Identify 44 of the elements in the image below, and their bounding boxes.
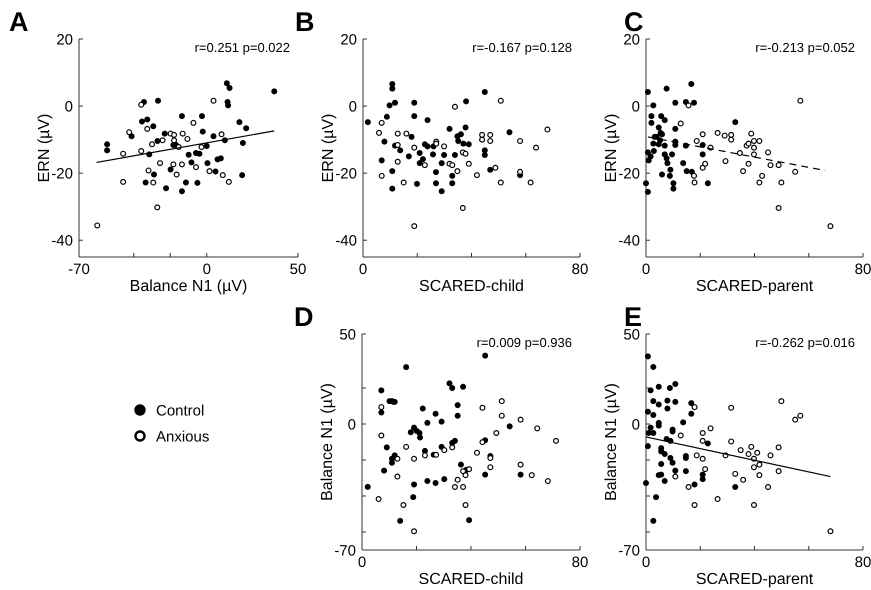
chart-title: D [294, 302, 314, 332]
annotation: r=-0.167 p=0.128 [472, 40, 572, 55]
y-tick-label: -70 [334, 542, 356, 560]
annotation: r=-0.213 p=0.052 [755, 40, 855, 55]
x-axis-title: Balance N1 (µV) [130, 278, 248, 295]
y-tick-label: 0 [632, 416, 640, 434]
x-tick-label: 0 [358, 261, 368, 278]
y-tick-label: -20 [335, 165, 357, 182]
y-axis-title: Balance N1 (µV) [319, 383, 336, 501]
x-axis-title: SCARED-parent [696, 278, 814, 295]
x-axis-title: SCARED-child [418, 571, 524, 588]
x-tick-label: 80 [854, 554, 871, 571]
annotation: r=0.251 p=0.022 [194, 40, 290, 55]
y-axis-title: ERN (µV) [36, 114, 53, 182]
x-axis-title: SCARED-parent [696, 571, 814, 588]
y-axis-title: ERN (µV) [603, 114, 620, 182]
y-axis-title: Balance N1 (µV) [603, 383, 620, 501]
x-tick-label: 80 [572, 554, 588, 571]
x-tick-label: 50 [290, 261, 306, 278]
legend-label: Anxious [156, 428, 210, 446]
y-tick-label: 0 [348, 98, 357, 116]
y-tick-label: -40 [335, 232, 357, 250]
x-tick-label: -70 [68, 261, 90, 278]
y-tick-label: 20 [340, 31, 357, 48]
y-tick-label: -70 [618, 542, 640, 560]
y-tick-label: 50 [339, 326, 356, 344]
annotation: r=0.009 p=0.936 [476, 335, 572, 350]
legend-label: Control [156, 402, 204, 420]
y-axis-title: ERN (µV) [320, 114, 337, 182]
y-tick-label: -20 [51, 165, 73, 182]
x-tick-label: 80 [854, 261, 871, 278]
y-tick-label: -40 [51, 232, 73, 250]
chart-title: A [9, 7, 28, 37]
y-tick-label: -20 [618, 165, 640, 182]
y-tick-label: 0 [632, 98, 640, 116]
y-tick-label: 0 [64, 98, 73, 116]
chart-title: B [295, 7, 314, 37]
x-axis-title: SCARED-child [419, 278, 524, 295]
x-tick-label: 0 [202, 261, 211, 278]
y-tick-label: -40 [618, 232, 640, 250]
x-tick-label: 80 [572, 261, 588, 278]
y-tick-label: 20 [56, 31, 73, 48]
annotation: r=-0.262 p=0.016 [755, 335, 855, 350]
y-tick-label: 0 [348, 416, 356, 434]
